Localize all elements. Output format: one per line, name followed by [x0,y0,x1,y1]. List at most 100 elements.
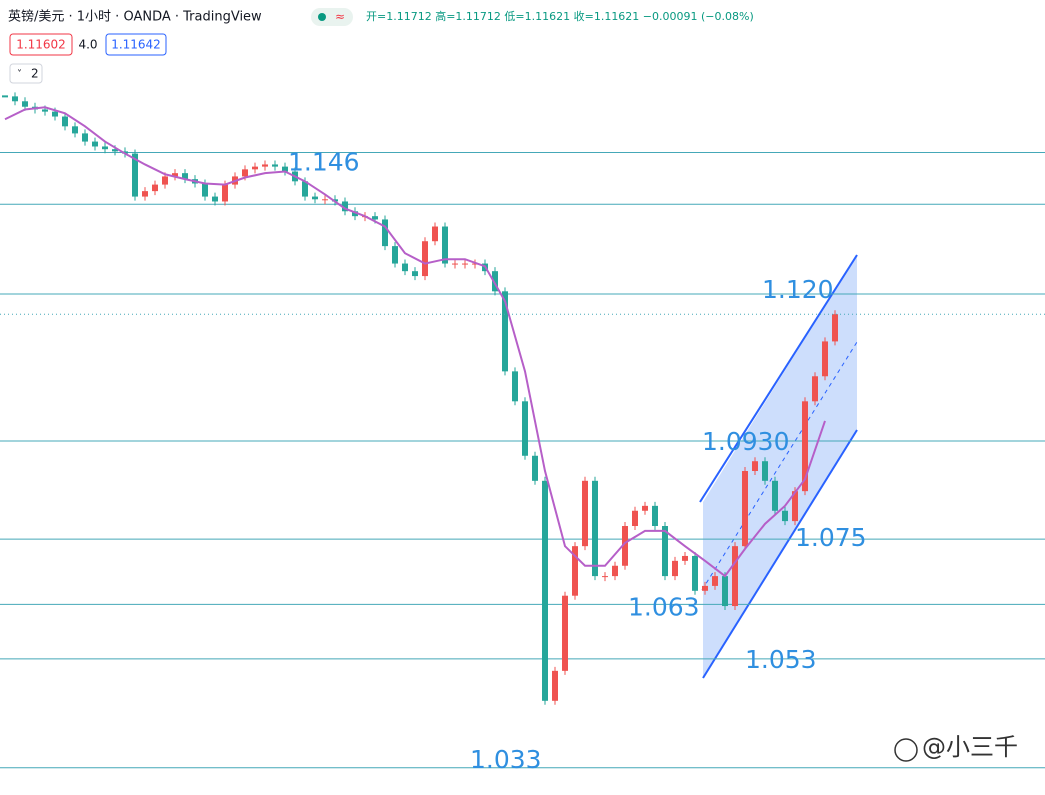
level-label: 1.063 [628,592,700,621]
candle [582,480,588,547]
candle [432,226,438,242]
candle [732,546,738,607]
status-pill [311,8,353,26]
watermark: @小三千 [922,733,1018,761]
candle [592,480,598,577]
candle [692,555,698,591]
level-label: 1.053 [745,645,817,674]
candle [832,314,838,342]
candle [72,126,78,134]
candle [102,146,108,150]
candle [542,480,548,701]
indicator-toggle[interactable] [9,63,43,84]
candle [752,461,758,472]
candle [672,560,678,577]
candle [492,271,498,292]
level-label: 1.033 [470,745,542,774]
candle [722,576,728,607]
overlay: 1.146 1.120 1.0930 1.075 1.063 1.053 1.033 [0,106,1045,774]
candle [182,173,188,180]
candle [82,133,88,142]
ask-box[interactable] [105,33,167,56]
candle [202,183,208,197]
candle [132,153,138,197]
candle [152,184,158,192]
candle [502,291,508,372]
candle [262,164,268,167]
candle [702,585,708,591]
candle [772,480,778,511]
candle [442,226,448,264]
candle [172,173,178,177]
candle [802,401,808,492]
candle [422,241,428,277]
status-icon: ≈ [335,10,345,24]
candle [142,191,148,197]
channel-fill [703,255,857,678]
candle [162,176,168,185]
chevron: ˅ [17,68,22,80]
candle [92,141,98,147]
candle [12,96,18,102]
candle [792,491,798,522]
candle [112,149,118,152]
candle [22,101,28,107]
candle [472,263,478,265]
candle [352,211,358,217]
candle [622,526,628,566]
candle [652,505,658,527]
candle [602,576,608,578]
candle [52,111,58,117]
candle [662,526,668,577]
status-dot [318,13,326,21]
level-label: 1.120 [762,275,834,304]
candle [212,196,218,202]
watermark-logo [894,738,918,762]
candle [42,109,48,112]
candle [222,184,228,202]
channel-bottom [702,429,858,679]
symbol-title: 英镑/美元 · 1小时 · OANDA · TradingView [8,9,262,25]
spread: 4.0 [78,38,97,52]
channel-top [699,254,858,503]
candle [822,341,828,377]
candle [382,219,388,247]
candle [462,263,468,265]
levels [0,151,1045,769]
candle [762,461,768,481]
candle [632,510,638,527]
candle [512,371,518,402]
candle [522,401,528,456]
candle [302,181,308,197]
candle [372,216,378,220]
candle [612,565,618,577]
ask: 1.11642 [111,38,161,52]
moving-average [4,106,826,578]
candle [642,505,648,511]
candle [282,166,288,172]
candle [712,576,718,586]
candle [572,546,578,596]
candle [682,555,688,561]
candle [392,246,398,264]
candle [322,199,328,201]
indicator-count: 2 [31,67,39,81]
bid: 1.11602 [16,38,66,52]
candle [242,169,248,177]
candle [552,670,558,701]
candle [452,263,458,265]
candle [272,164,278,167]
candle [62,116,68,127]
bid-box[interactable] [9,33,73,56]
candle [312,196,318,200]
candle [812,376,818,402]
candle [742,471,748,547]
candle [562,595,568,671]
level-label: 1.146 [288,147,360,176]
candle [412,271,418,277]
candle [342,201,348,212]
channel-mid [701,341,858,591]
level-label: 1.075 [795,523,867,552]
